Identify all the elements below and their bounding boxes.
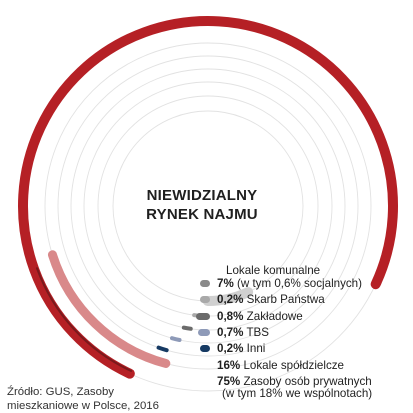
bar-zasoby-osób-prywatnych	[18, 16, 398, 379]
guide-ring	[57, 55, 359, 357]
legend-swatch-zakladowe	[196, 313, 210, 320]
guide-ring	[70, 68, 346, 344]
guide-ring	[44, 42, 372, 370]
legend-swatch-tbs	[198, 329, 210, 336]
source-note: Źródło: GUS, Zasoby mieszkaniowe w Polsc…	[7, 385, 159, 413]
legend-label-prywatne: 75% Zasoby osób prywatnych	[217, 375, 372, 388]
legend-label-inni: 0,2% Inni	[217, 342, 266, 355]
bar-lokale-spółdzielcze	[47, 250, 171, 368]
legend-heading: Lokale komunalne	[226, 264, 321, 277]
chart-title-line-2: RYNEK NAJMU	[146, 206, 258, 223]
legend-swatch-inni	[200, 345, 210, 352]
bar-tbs	[169, 336, 182, 343]
bar-inni	[156, 345, 169, 353]
guide-rings	[22, 20, 394, 392]
source-line-1: Źródło: GUS, Zasoby	[7, 386, 114, 398]
chart-title-line-1: NIEWIDZIALNY	[146, 187, 258, 204]
legend-label-zakladowe: 0,8% Zakładowe	[217, 310, 303, 323]
legend-label-tbs: 0,7% TBS	[217, 326, 270, 339]
source-line-2: mieszkaniowe w Polsce, 2016	[7, 400, 159, 412]
legend-swatch-skarb	[200, 296, 210, 303]
legend-label-spoldzielcze: 16% Lokale spółdzielcze	[217, 359, 344, 372]
legend-note-prywatne: (w tym 18% we wspólnotach)	[222, 387, 373, 400]
bar-lokale-komunalne	[202, 287, 254, 307]
legend-label-komunalne: 7% (w tym 0,6% socjalnych)	[217, 277, 362, 290]
bar-zakładowe	[181, 325, 193, 331]
legend-swatch-komunalne	[200, 280, 210, 287]
radial-bars	[18, 16, 398, 379]
bar-highlight	[35, 267, 133, 372]
legend-label-skarb: 0,2% Skarb Państwa	[217, 293, 325, 306]
chart-title: NIEWIDZIALNY RYNEK NAJMU	[132, 186, 272, 224]
